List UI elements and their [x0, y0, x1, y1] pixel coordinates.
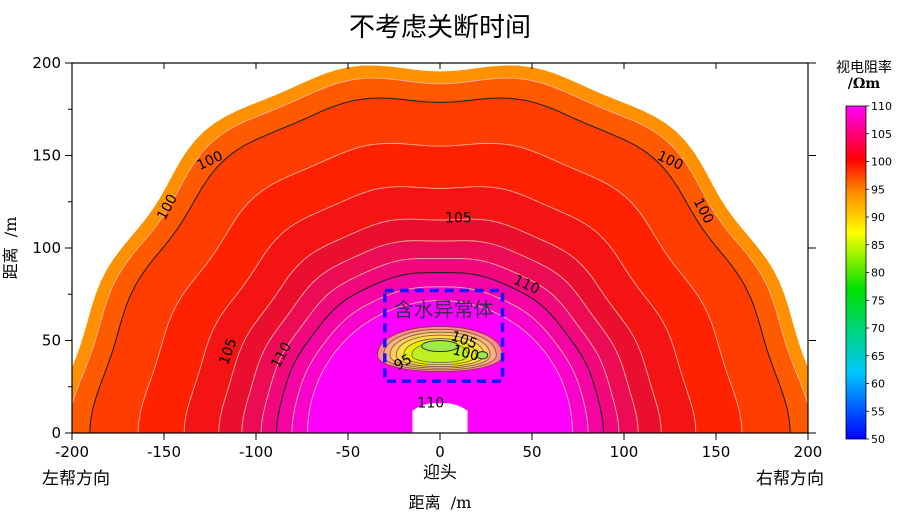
anomaly-core [421, 340, 459, 353]
contour-fill-layer [72, 65, 808, 433]
colorbar-tick-label: 100 [871, 156, 892, 169]
contour-line-1 [89, 97, 791, 433]
colorbar: 视电阻率 /Ωm 110 105 100 95 90 85 80 75 70 65 60 55 50 [836, 59, 892, 446]
colorbar-unit: /Ωm [848, 76, 881, 92]
colorbar-tick-label: 65 [871, 350, 885, 363]
contour-line-6 [260, 258, 620, 433]
contour-line-8 [291, 286, 589, 433]
y-axis-label: 距离 /m [1, 217, 20, 280]
colorbar-tick-label: 110 [871, 100, 892, 113]
anomaly-box-group: 含水异常体 [383, 288, 505, 383]
y-tick-label: 0 [51, 424, 61, 442]
colorbar-tick-label: 95 [871, 183, 885, 196]
x-tick-label: 100 [610, 443, 639, 461]
contour-label-4: 105 [445, 210, 472, 226]
contour-line-3 [183, 186, 697, 433]
contour-label-10: 100 [451, 342, 481, 364]
contour-line-2 [137, 142, 743, 433]
colorbar-title: 视电阻率 [836, 59, 892, 76]
x-tick-label: 0 [435, 443, 445, 461]
anomaly-label: 含水异常体 [394, 298, 494, 322]
colorbar-gradient [845, 105, 867, 440]
colorbar-tick-label: 70 [871, 322, 885, 335]
colorbar-tick-label: 60 [871, 378, 885, 391]
y-tick-label: 50 [42, 332, 61, 350]
tunnel-notch [412, 403, 468, 433]
colorbar-tick-label: 105 [871, 128, 892, 141]
anomaly-core-right [476, 351, 489, 360]
contour-line-layer [72, 77, 808, 433]
colorbar-tick-label: 75 [871, 294, 885, 307]
y-tick-label: 150 [32, 147, 61, 165]
chart-title: 不考虑关断时间 [349, 13, 531, 43]
x-tick-label: 200 [794, 443, 823, 461]
x-tick-label: -150 [147, 443, 181, 461]
contour-line-4 [218, 218, 662, 433]
colorbar-tick-label: 50 [871, 433, 885, 446]
contour-label-11: 95 [391, 351, 414, 374]
x-tick-label: 150 [702, 443, 731, 461]
x-tick-label: -50 [336, 443, 361, 461]
x-axis-label: 距离 /m [409, 493, 472, 512]
colorbar-tick-label: 90 [871, 211, 885, 224]
x-tick-label: -200 [55, 443, 89, 461]
colorbar-ticks: 110 105 100 95 90 85 80 75 70 65 60 55 50 [866, 100, 892, 446]
contour-line-7 [275, 272, 605, 433]
y-tick-label: 100 [32, 239, 61, 257]
y-axis: 0 50 100 150 200 [32, 54, 816, 442]
x-tick-label: -100 [239, 443, 273, 461]
contour-line-5 [241, 240, 639, 433]
right-direction-label: 右帮方向 [756, 469, 824, 489]
center-direction-label: 迎头 [423, 463, 457, 483]
y-tick-label: 200 [32, 54, 61, 72]
x-tick-label: 50 [522, 443, 541, 461]
colorbar-tick-label: 80 [871, 267, 885, 280]
left-direction-label: 左帮方向 [42, 469, 110, 489]
colorbar-tick-label: 55 [871, 405, 885, 418]
x-axis: -200 -150 -100 -50 0 50 100 150 200 [55, 63, 822, 461]
contour-line-9 [307, 300, 573, 433]
contour-label-8: 110 [417, 395, 444, 411]
contour-line-0 [72, 77, 808, 433]
colorbar-tick-label: 85 [871, 239, 885, 252]
